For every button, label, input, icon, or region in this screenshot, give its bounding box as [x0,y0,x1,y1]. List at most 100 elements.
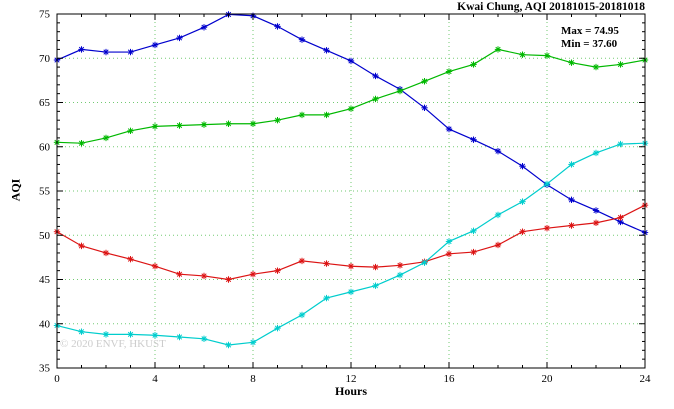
data-point-marker [592,207,600,214]
y-tick-label: 35 [39,363,51,375]
y-tick-label: 75 [39,9,51,21]
data-point-marker [568,59,575,66]
data-point-marker [323,111,330,119]
data-point-marker [200,24,208,31]
series-cyan [53,140,649,349]
data-point-marker [470,136,477,143]
data-point-marker [274,23,281,30]
data-point-marker [494,241,502,249]
data-point-marker [225,120,232,127]
data-point-marker [176,333,183,341]
data-point-marker [421,259,428,266]
watermark: © 2020 ENVF, HKUST [60,338,166,350]
data-point-marker [347,105,355,112]
data-point-marker [102,331,110,338]
data-point-marker [78,242,85,250]
data-point-marker [543,52,551,59]
data-point-marker [347,288,355,296]
data-point-marker [519,228,526,235]
data-point-marker [568,196,575,204]
data-point-marker [225,276,232,283]
y-tick-label: 50 [39,230,51,242]
data-point-marker [396,262,404,269]
data-point-marker [249,120,257,127]
data-point-marker [249,339,257,346]
x-tick-label: 24 [640,373,652,385]
data-point-marker [151,123,159,130]
data-point-marker [102,48,110,56]
data-point-marker [519,163,526,170]
data-point-marker [396,87,404,95]
data-point-marker [494,46,502,53]
data-point-marker [372,263,379,271]
data-point-marker [347,57,355,65]
data-point-marker [274,117,281,124]
y-axis-label: AQI [8,178,23,202]
data-point-marker [617,214,624,221]
series-red [53,201,649,283]
data-point-marker [445,68,453,75]
data-point-marker [592,149,600,157]
data-point-marker [568,161,575,168]
data-point-marker [274,267,281,274]
series-green [53,46,649,147]
data-point-marker [176,270,183,278]
data-point-marker [617,61,624,68]
data-point-marker [298,311,306,319]
y-tick-label: 60 [39,141,51,153]
y-tick-label: 40 [39,318,51,330]
data-point-marker [78,328,85,335]
data-point-marker [102,134,110,142]
data-point-marker [519,51,526,58]
data-point-marker [323,294,330,302]
data-point-marker [421,78,428,85]
chart-title: Kwai Chung, AQI 20181015-20181018 [457,1,645,13]
x-tick-label: 4 [152,373,158,385]
data-point-marker [470,227,477,235]
data-point-marker [372,95,379,103]
data-point-marker [127,127,134,135]
data-point-marker [102,249,110,257]
data-point-marker [543,224,551,232]
x-tick-label: 12 [346,373,357,385]
x-tick-label: 16 [444,373,456,385]
data-point-marker [543,180,551,188]
data-point-marker [470,248,477,256]
data-point-marker [494,211,502,219]
y-tick-label: 65 [39,97,51,109]
data-point-marker [568,222,575,229]
tick-labels: 0 4 8 12 16 20 24 35 40 45 50 55 60 65 70 75 [39,9,651,386]
data-point-marker [298,257,306,265]
data-point-marker [151,41,159,49]
max-annotation: Max = 74.95 [561,25,619,37]
data-point-marker [592,219,600,227]
data-point-marker [78,46,85,53]
data-point-marker [176,122,183,129]
data-point-marker [592,63,600,71]
data-point-marker [200,335,208,342]
data-point-marker [445,125,453,133]
data-point-marker [274,324,281,332]
x-tick-label: 20 [542,373,554,385]
data-point-marker [519,198,526,205]
x-tick-label: 0 [54,373,60,385]
data-point-marker [127,331,134,338]
data-point-marker [298,111,306,119]
data-point-marker [249,270,257,278]
data-point-marker [470,61,477,68]
data-point-marker [617,218,624,226]
data-point-marker [151,263,159,270]
data-point-marker [372,282,379,289]
y-tick-label: 70 [39,53,51,65]
data-point-marker [617,140,624,148]
data-point-marker [225,341,232,349]
data-point-marker [78,140,85,147]
data-point-marker [127,255,134,263]
data-point-marker [494,147,502,155]
data-point-marker [176,34,183,42]
data-point-marker [323,260,330,267]
x-tick-label: 8 [250,373,256,385]
y-tick-label: 55 [39,186,51,198]
